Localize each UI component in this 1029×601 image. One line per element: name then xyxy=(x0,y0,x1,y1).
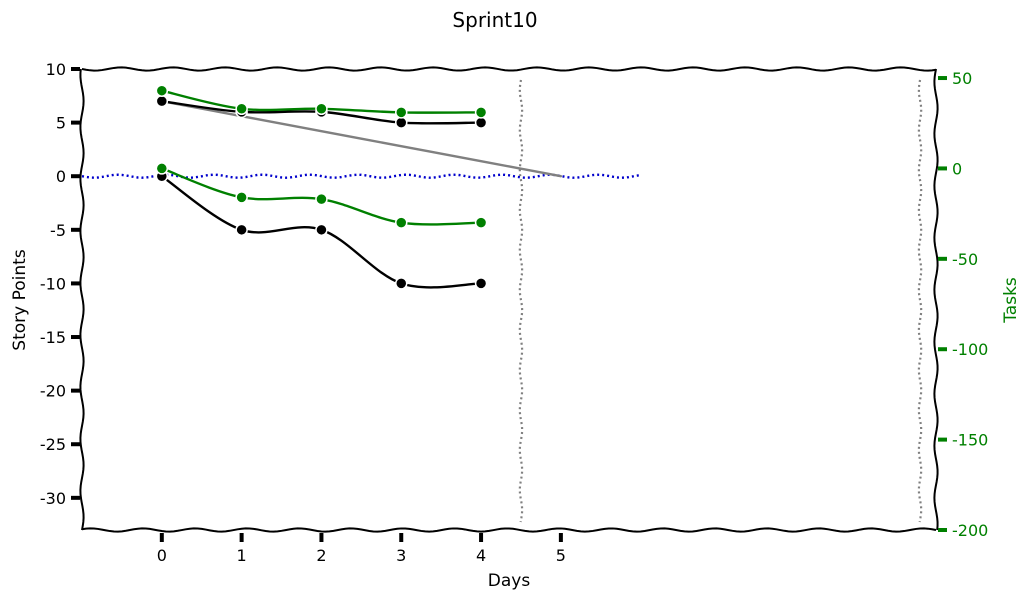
frame-edge-1 xyxy=(933,68,939,531)
series-0-point-3 xyxy=(395,116,408,129)
series-3-point-0 xyxy=(155,162,169,175)
y-axis-right: 50 0 -50 -100 -150 -200 xyxy=(938,69,988,540)
x-tick-label-5: 5 xyxy=(556,546,566,565)
y2-tick-label-0: 0 xyxy=(952,159,962,178)
y-tick-label--30: -30 xyxy=(40,489,66,508)
series-1-point-2 xyxy=(315,223,328,237)
x-tick-label-3: 3 xyxy=(396,546,406,565)
series-1-point-4 xyxy=(474,277,488,290)
y-axis-title: Story Points xyxy=(10,249,30,351)
series-2-point-1 xyxy=(235,102,248,116)
y-axis-left: 10 5 0 -5 -10 -15 -20 -25 -30 xyxy=(40,60,80,508)
y2-tick-label--200: -200 xyxy=(952,521,988,540)
frame-edge-3 xyxy=(79,68,85,531)
y2-tick-label--150: -150 xyxy=(952,431,988,450)
frame-edge-0 xyxy=(81,66,937,72)
zero-reference-line xyxy=(81,173,641,179)
frame-edge-2 xyxy=(81,527,937,533)
y-tick-label-10: 10 xyxy=(46,60,66,79)
y-tick-label--15: -15 xyxy=(40,328,66,347)
series-3-point-3 xyxy=(395,216,408,229)
y-tick-label-0: 0 xyxy=(56,167,66,186)
x-axis: 0 1 2 3 4 5 xyxy=(157,533,566,565)
x-axis-title: Days xyxy=(488,571,531,591)
y-tick-label--5: -5 xyxy=(50,221,66,240)
y2-tick-label--100: -100 xyxy=(952,340,988,359)
series-2-point-4 xyxy=(474,106,488,119)
series-2-point-0 xyxy=(155,84,169,97)
plot-frame xyxy=(79,66,939,533)
series-2-point-2 xyxy=(315,102,328,116)
plot-area xyxy=(81,79,923,523)
y2-tick-label--50: -50 xyxy=(952,250,978,269)
y2-tick-label-50: 50 xyxy=(952,69,972,88)
y-tick-label-5: 5 xyxy=(56,114,66,133)
series-line-4 xyxy=(160,99,563,178)
series-3-point-2 xyxy=(315,192,328,206)
series-0-point-0 xyxy=(155,94,169,108)
y2-axis-title: Tasks xyxy=(1001,277,1021,324)
x-tick-label-1: 1 xyxy=(237,546,247,565)
vertical-marker-0 xyxy=(518,79,524,523)
series-2-point-3 xyxy=(395,106,408,119)
y-tick-label--20: -20 xyxy=(40,382,66,401)
series-1-point-3 xyxy=(395,277,408,290)
series-3-point-4 xyxy=(474,216,488,229)
x-tick-label-0: 0 xyxy=(157,546,167,565)
x-tick-label-2: 2 xyxy=(316,546,326,565)
y-tick-label--10: -10 xyxy=(40,274,66,293)
series-1-point-1 xyxy=(235,223,248,237)
series-0-point-4 xyxy=(474,116,488,129)
chart-title: Sprint10 xyxy=(452,8,537,32)
vertical-marker-1 xyxy=(917,79,923,523)
y-tick-label--25: -25 xyxy=(40,435,66,454)
series-3-point-1 xyxy=(235,191,248,204)
x-tick-label-4: 4 xyxy=(476,546,486,565)
